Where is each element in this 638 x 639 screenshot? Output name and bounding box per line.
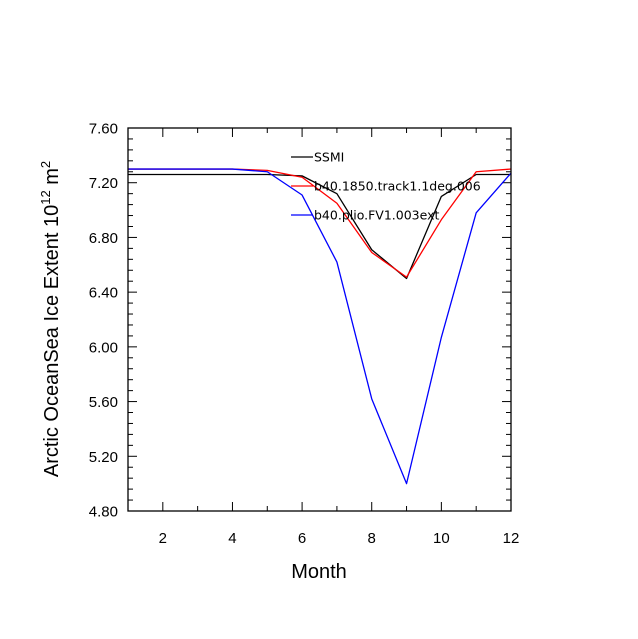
x-tick-label: 6 [298,530,306,547]
y-axis-title: Arctic OceanSea Ice Extent 1012 m2 [38,161,63,477]
y-tick-label: 7.20 [89,175,118,192]
y-axis-title-exponent-1: 12 [38,190,53,204]
y-tick-label: 7.60 [89,121,118,138]
x-tick-label: 12 [503,530,520,547]
y-axis-title-exponent-2: 2 [38,161,53,168]
legend-label: b40.plio.FV1.003ext [314,208,439,223]
y-tick-label: 5.20 [89,449,118,466]
legend-entry: b40.1850.track1.1deg.006 [291,179,481,194]
x-tick-label: 10 [433,530,450,547]
y-tick-label: 4.80 [89,504,118,521]
y-tick-label: 5.60 [89,394,118,411]
x-tick-label: 8 [368,530,376,547]
sea-ice-line-chart: 2 4 6 8 10 12 4.80 5.20 5.60 6.00 6.40 6.80 7.20 7.60… [0,0,638,639]
y-tick-label: 6.00 [89,339,118,356]
x-tick-label: 4 [228,530,236,547]
x-axis-title: Month [291,561,347,583]
y-tick-label: 6.80 [89,230,118,247]
y-axis-title-prefix: Arctic OceanSea Ice Extent 10 [41,205,63,477]
legend-label: b40.1850.track1.1deg.006 [314,179,481,194]
chart-background [0,0,638,639]
legend-entry: b40.plio.FV1.003ext [291,208,439,223]
x-tick-label: 2 [159,530,167,547]
y-tick-label: 6.40 [89,285,118,302]
legend-label: SSMI [314,150,344,165]
y-axis-title-unit: m [41,168,63,190]
